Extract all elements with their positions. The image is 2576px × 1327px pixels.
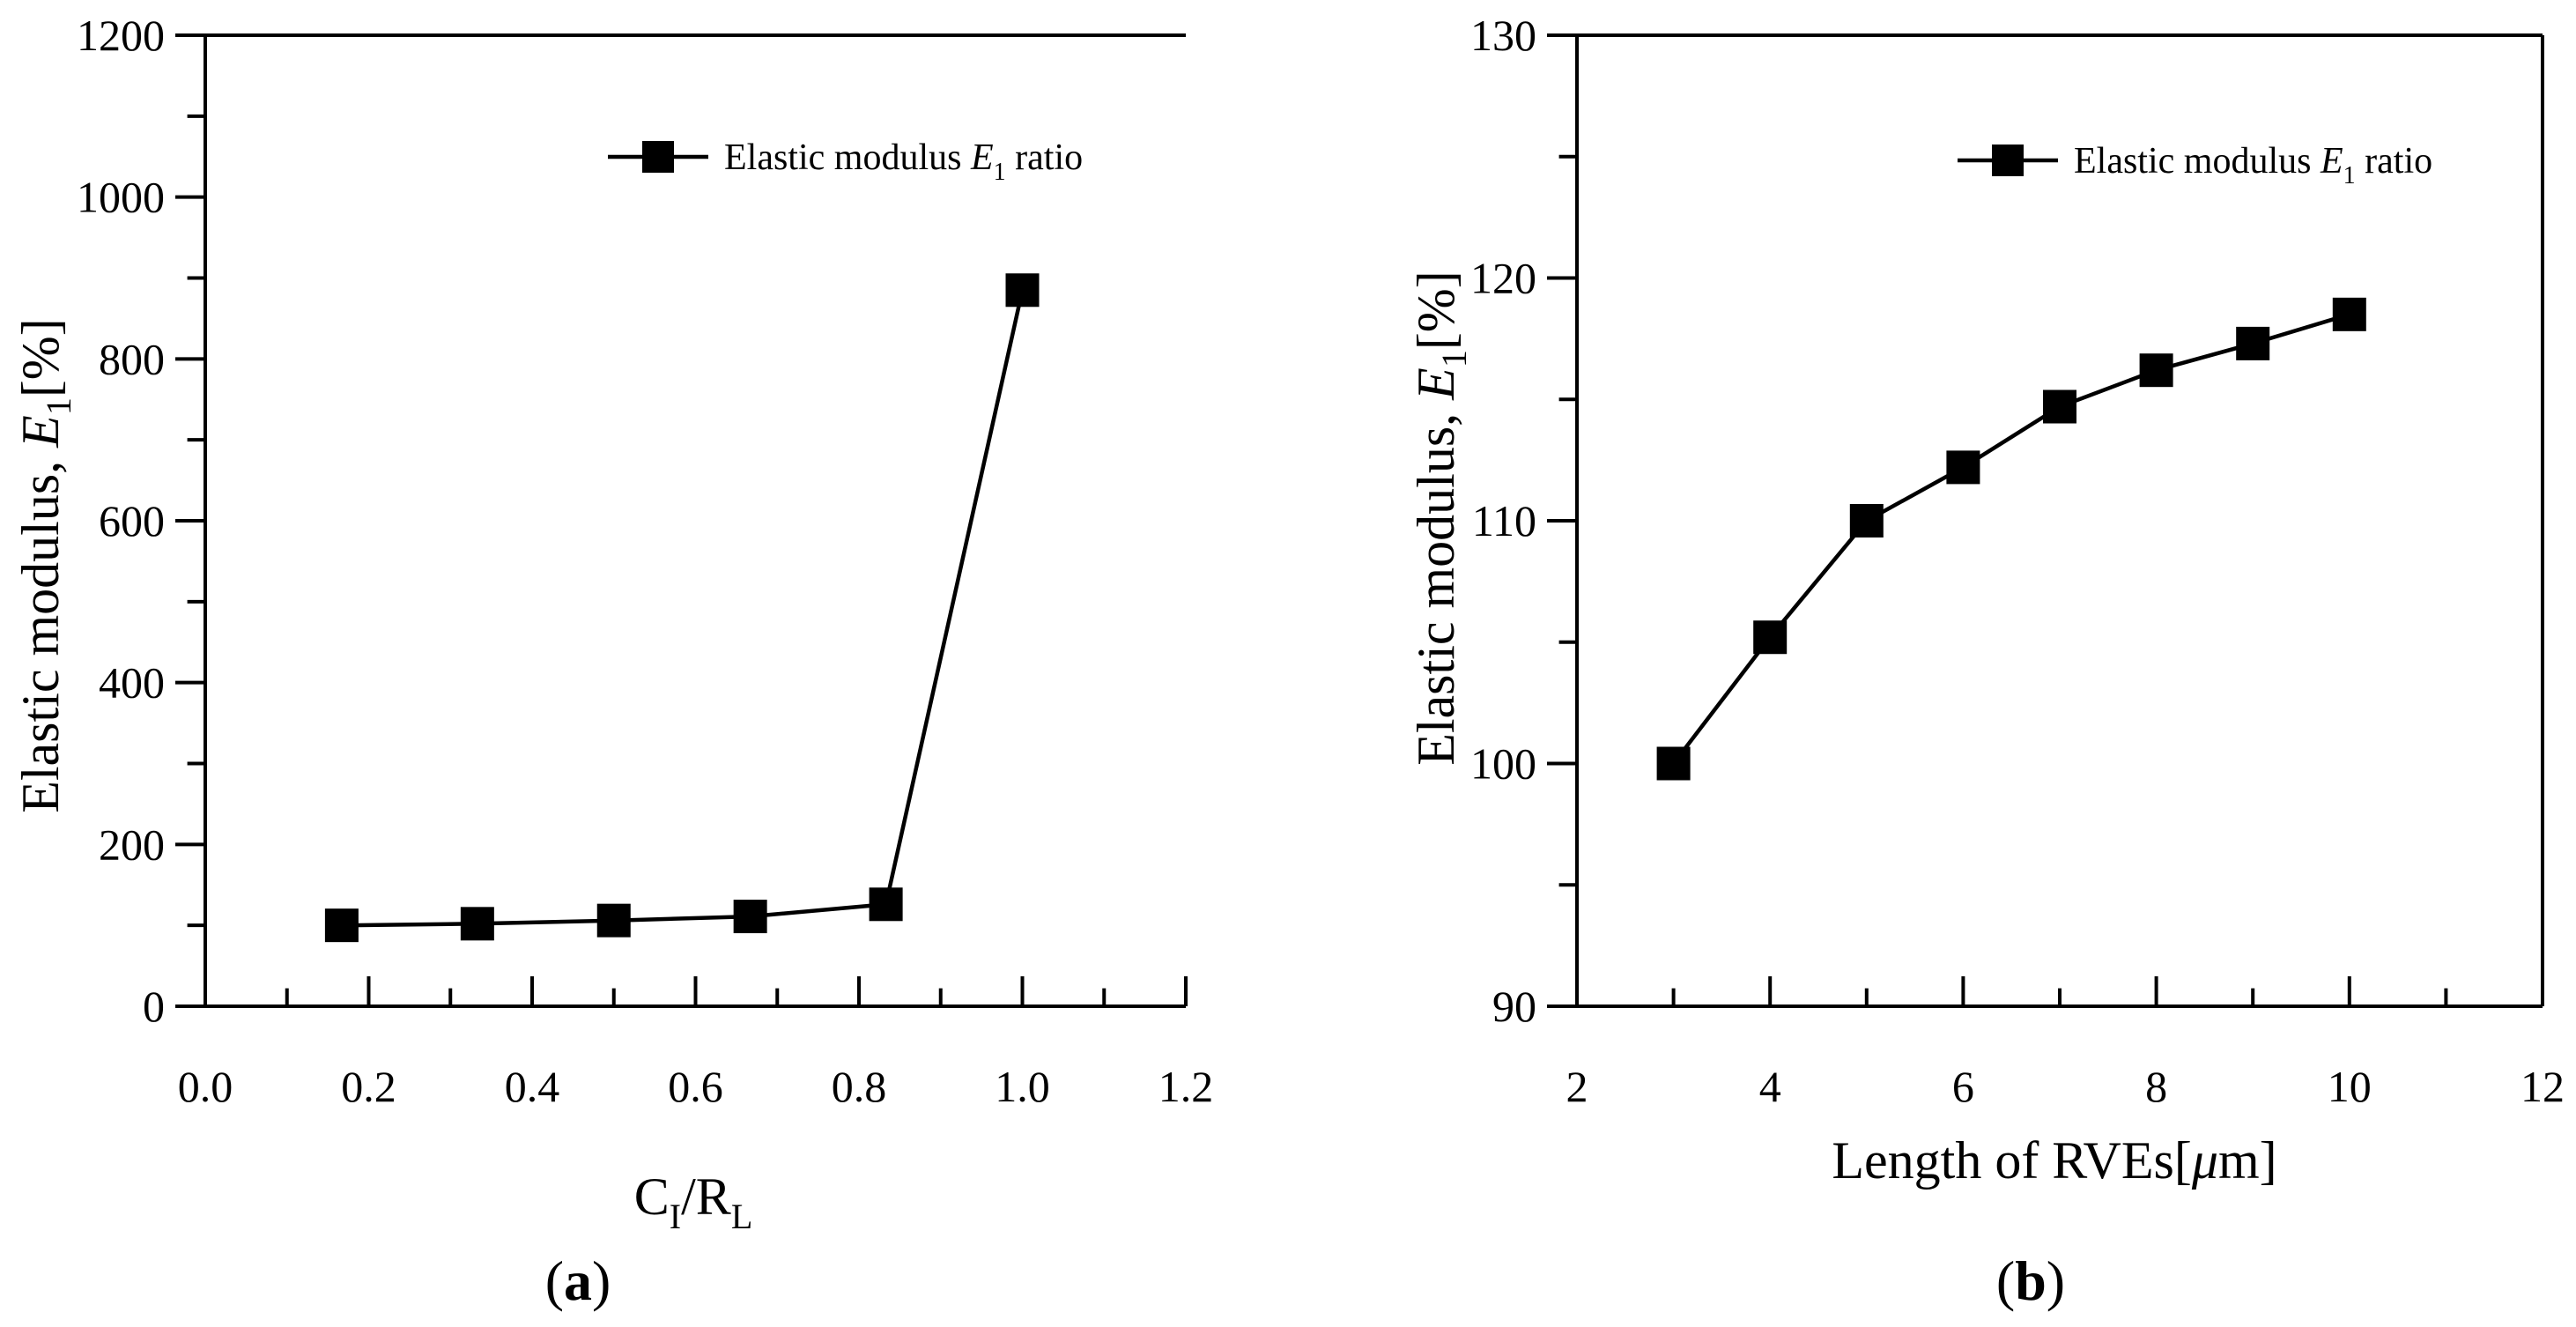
panel-b-y-tick-label: 130 xyxy=(1470,11,1536,60)
panel-a-x-tick-label: 1.0 xyxy=(995,1062,1050,1111)
panel-b-series-line xyxy=(1671,312,2350,765)
panel-b-axes: 90 100 110 120 130 2 4 6 8 10 12 xyxy=(1470,11,2565,1111)
panel-b-data-point xyxy=(1656,746,1691,781)
panel-b-data-point xyxy=(1849,504,1884,537)
panel-b-data-point xyxy=(2139,353,2173,388)
panel-b-x-tick-label: 12 xyxy=(2520,1062,2565,1111)
panel-a-data-point xyxy=(733,900,767,934)
legend-marker xyxy=(1992,145,2024,176)
panel-b-data-point xyxy=(1946,450,1980,485)
panel-a-legend: Elastic modulus E1 ratio xyxy=(608,137,1083,186)
legend-marker xyxy=(642,141,674,173)
panel-a-x-tick-label: 0.0 xyxy=(178,1062,233,1111)
panel-b: 90 100 110 120 130 2 4 6 8 10 12 Elastic modulus E… xyxy=(1407,11,2565,1312)
panel-b-y-tick-label: 100 xyxy=(1470,739,1536,789)
panel-a-data-point xyxy=(1005,273,1040,308)
panel-a-y-tick-label: 600 xyxy=(99,496,165,545)
panel-a-series xyxy=(324,273,1040,943)
legend-label: Elastic modulus E1 ratio xyxy=(724,137,1083,186)
panel-a-x-tick-label: 0.8 xyxy=(832,1062,887,1111)
panel-a-x-axis-title: CI/RL xyxy=(634,1168,753,1236)
panel-b-legend: Elastic modulus E1 ratio xyxy=(1958,141,2432,189)
panel-a-series-line xyxy=(341,289,1025,928)
panel-b-y-tick-label: 120 xyxy=(1470,254,1536,303)
panel-b-label: (b) xyxy=(1996,1249,2065,1312)
panel-a-x-tick-label: 0.6 xyxy=(668,1062,723,1111)
panel-a-data-point xyxy=(324,908,359,943)
panel-b-y-axis-title: Elastic modulus, E1[%] xyxy=(1407,271,1474,766)
panel-b-data-point xyxy=(1753,620,1788,655)
panel-b-x-tick-label: 2 xyxy=(1566,1062,1588,1111)
panel-b-data-point xyxy=(2332,297,2366,331)
panel-b-series xyxy=(1656,297,2366,781)
panel-b-x-tick-label: 8 xyxy=(2145,1062,2167,1111)
panel-a-y-tick-label: 0 xyxy=(143,982,165,1031)
panel-a-y-tick-label: 1000 xyxy=(77,173,165,222)
panel-b-x-tick-label: 6 xyxy=(1952,1062,1974,1111)
panel-a-data-point xyxy=(596,903,631,938)
panel-a-y-tick-label: 400 xyxy=(99,658,165,708)
panel-a-y-tick-label: 1200 xyxy=(77,11,165,60)
panel-b-x-tick-label: 10 xyxy=(2328,1062,2372,1111)
panel-a-data-point xyxy=(869,887,903,922)
panel-a-x-tick-label: 0.2 xyxy=(341,1062,396,1111)
panel-b-letter: b xyxy=(2015,1249,2047,1312)
panel-a-axes: 0 200 400 600 800 1000 1200 0.0 0.2 0.4 0.6 0.8 1.0 1… xyxy=(77,11,1213,1111)
panel-a-letter: a xyxy=(564,1249,592,1312)
panel-b-data-point xyxy=(2236,326,2270,360)
panel-a-x-tick-label: 0.4 xyxy=(505,1062,560,1111)
panel-a-y-tick-label: 200 xyxy=(99,819,165,869)
panel-b-y-tick-label: 90 xyxy=(1492,982,1536,1031)
panel-a-y-tick-label: 800 xyxy=(99,334,165,383)
panel-b-data-point xyxy=(2043,389,2076,424)
panel-b-x-tick-label: 4 xyxy=(1759,1062,1781,1111)
panel-a-y-axis-title: Elastic modulus, E1[%] xyxy=(11,318,78,813)
panel-a: 0 200 400 600 800 1000 1200 0.0 0.2 0.4 0.6 0.8 1.0 1… xyxy=(11,11,1213,1312)
legend-label: Elastic modulus E1 ratio xyxy=(2074,141,2432,189)
panel-b-y-tick-label: 110 xyxy=(1472,496,1536,545)
panel-a-label: (a) xyxy=(545,1249,611,1312)
panel-a-x-tick-label: 1.2 xyxy=(1158,1062,1214,1111)
panel-a-data-point xyxy=(460,907,494,941)
panel-b-x-axis-title: Length of RVEs[μm] xyxy=(1832,1131,2276,1190)
